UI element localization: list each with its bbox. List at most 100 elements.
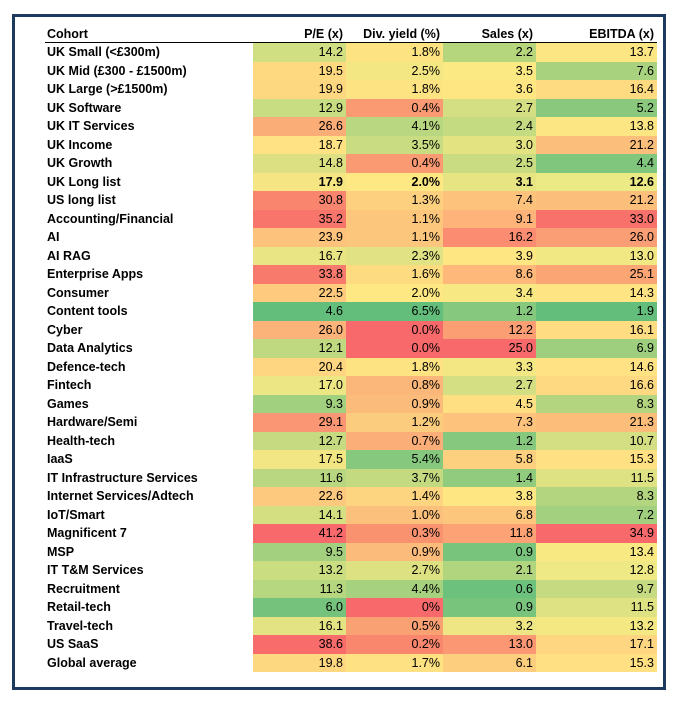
pe-cell: 9.5 — [253, 542, 346, 561]
table-row: Recruitment 11.3 4.4% 0.6 9.7 — [45, 579, 657, 598]
sales-cell: 4.5 — [443, 394, 536, 413]
sales-cell: 0.9 — [443, 542, 536, 561]
sales-cell: 16.2 — [443, 228, 536, 247]
div-yield-cell: 1.2% — [346, 413, 443, 432]
cohort-name: Health-tech — [45, 431, 253, 450]
div-yield-cell: 1.4% — [346, 487, 443, 506]
cohort-name: IT Infrastructure Services — [45, 468, 253, 487]
sales-cell: 2.1 — [443, 561, 536, 580]
table-row: UK Small (<£300m) 14.2 1.8% 2.2 13.7 — [45, 42, 657, 62]
table-row: IoT/Smart 14.1 1.0% 6.8 7.2 — [45, 505, 657, 524]
pe-cell: 16.1 — [253, 616, 346, 635]
header-ebitda: EBITDA (x) — [536, 25, 657, 43]
pe-cell: 22.5 — [253, 283, 346, 302]
pe-cell: 14.8 — [253, 154, 346, 173]
table-row: IT T&M Services 13.2 2.7% 2.1 12.8 — [45, 561, 657, 580]
ebitda-cell: 21.2 — [536, 135, 657, 154]
ebitda-cell: 33.0 — [536, 209, 657, 228]
sales-cell: 2.7 — [443, 376, 536, 395]
div-yield-cell: 2.0% — [346, 283, 443, 302]
pe-cell: 14.2 — [253, 42, 346, 62]
cohort-name: MSP — [45, 542, 253, 561]
pe-cell: 12.9 — [253, 98, 346, 117]
div-yield-cell: 1.6% — [346, 265, 443, 284]
pe-cell: 17.5 — [253, 450, 346, 469]
header-pe: P/E (x) — [253, 25, 346, 43]
div-yield-cell: 3.5% — [346, 135, 443, 154]
div-yield-cell: 6.5% — [346, 302, 443, 321]
ebitda-cell: 13.4 — [536, 542, 657, 561]
pe-cell: 35.2 — [253, 209, 346, 228]
cohort-name: Consumer — [45, 283, 253, 302]
sales-cell: 3.6 — [443, 80, 536, 99]
table-row: Travel-tech 16.1 0.5% 3.2 13.2 — [45, 616, 657, 635]
pe-cell: 16.7 — [253, 246, 346, 265]
table-row: Games 9.3 0.9% 4.5 8.3 — [45, 394, 657, 413]
div-yield-cell: 0.9% — [346, 542, 443, 561]
pe-cell: 6.0 — [253, 598, 346, 617]
ebitda-cell: 14.6 — [536, 357, 657, 376]
cohort-name: Accounting/Financial — [45, 209, 253, 228]
table-row: Defence-tech 20.4 1.8% 3.3 14.6 — [45, 357, 657, 376]
pe-cell: 19.8 — [253, 653, 346, 672]
pe-cell: 26.6 — [253, 117, 346, 136]
cohort-name: Travel-tech — [45, 616, 253, 635]
pe-cell: 17.0 — [253, 376, 346, 395]
sales-cell: 8.6 — [443, 265, 536, 284]
table-row: Health-tech 12.7 0.7% 1.2 10.7 — [45, 431, 657, 450]
ebitda-cell: 13.2 — [536, 616, 657, 635]
cohort-name: Defence-tech — [45, 357, 253, 376]
pe-cell: 22.6 — [253, 487, 346, 506]
table-row: Content tools 4.6 6.5% 1.2 1.9 — [45, 302, 657, 321]
cohort-name: IoT/Smart — [45, 505, 253, 524]
ebitda-cell: 7.2 — [536, 505, 657, 524]
sales-cell: 13.0 — [443, 635, 536, 654]
ebitda-cell: 5.2 — [536, 98, 657, 117]
sales-cell: 3.4 — [443, 283, 536, 302]
table-row: AI RAG 16.7 2.3% 3.9 13.0 — [45, 246, 657, 265]
table-row: IaaS 17.5 5.4% 5.8 15.3 — [45, 450, 657, 469]
ebitda-cell: 11.5 — [536, 598, 657, 617]
div-yield-cell: 1.7% — [346, 653, 443, 672]
header-row: Cohort P/E (x) Div. yield (%) Sales (x) … — [45, 25, 657, 43]
sales-cell: 3.3 — [443, 357, 536, 376]
cohort-name: Cyber — [45, 320, 253, 339]
sales-cell: 1.2 — [443, 302, 536, 321]
ebitda-cell: 8.3 — [536, 487, 657, 506]
cohort-name: UK Income — [45, 135, 253, 154]
table-row: UK Software 12.9 0.4% 2.7 5.2 — [45, 98, 657, 117]
cohort-valuation-table: Cohort P/E (x) Div. yield (%) Sales (x) … — [45, 25, 657, 672]
div-yield-cell: 5.4% — [346, 450, 443, 469]
ebitda-cell: 21.2 — [536, 191, 657, 210]
table-row: UK Growth 14.8 0.4% 2.5 4.4 — [45, 154, 657, 173]
cohort-name: Enterprise Apps — [45, 265, 253, 284]
ebitda-cell: 14.3 — [536, 283, 657, 302]
div-yield-cell: 2.0% — [346, 172, 443, 191]
table-row: UK Mid (£300 - £1500m) 19.5 2.5% 3.5 7.6 — [45, 61, 657, 80]
cohort-name: Games — [45, 394, 253, 413]
table-row: Cyber 26.0 0.0% 12.2 16.1 — [45, 320, 657, 339]
table-row: Enterprise Apps 33.8 1.6% 8.6 25.1 — [45, 265, 657, 284]
pe-cell: 14.1 — [253, 505, 346, 524]
div-yield-cell: 1.8% — [346, 80, 443, 99]
div-yield-cell: 1.3% — [346, 191, 443, 210]
div-yield-cell: 2.3% — [346, 246, 443, 265]
cohort-name: IaaS — [45, 450, 253, 469]
pe-cell: 9.3 — [253, 394, 346, 413]
table-row: Hardware/Semi 29.1 1.2% 7.3 21.3 — [45, 413, 657, 432]
table-row: AI 23.9 1.1% 16.2 26.0 — [45, 228, 657, 247]
ebitda-cell: 8.3 — [536, 394, 657, 413]
ebitda-cell: 11.5 — [536, 468, 657, 487]
div-yield-cell: 0.8% — [346, 376, 443, 395]
div-yield-cell: 4.1% — [346, 117, 443, 136]
div-yield-cell: 0% — [346, 598, 443, 617]
table-row: UK IT Services 26.6 4.1% 2.4 13.8 — [45, 117, 657, 136]
pe-cell: 12.1 — [253, 339, 346, 358]
table-row: Global average 19.8 1.7% 6.1 15.3 — [45, 653, 657, 672]
cohort-name: Hardware/Semi — [45, 413, 253, 432]
pe-cell: 19.5 — [253, 61, 346, 80]
ebitda-cell: 16.4 — [536, 80, 657, 99]
pe-cell: 26.0 — [253, 320, 346, 339]
pe-cell: 38.6 — [253, 635, 346, 654]
ebitda-cell: 10.7 — [536, 431, 657, 450]
